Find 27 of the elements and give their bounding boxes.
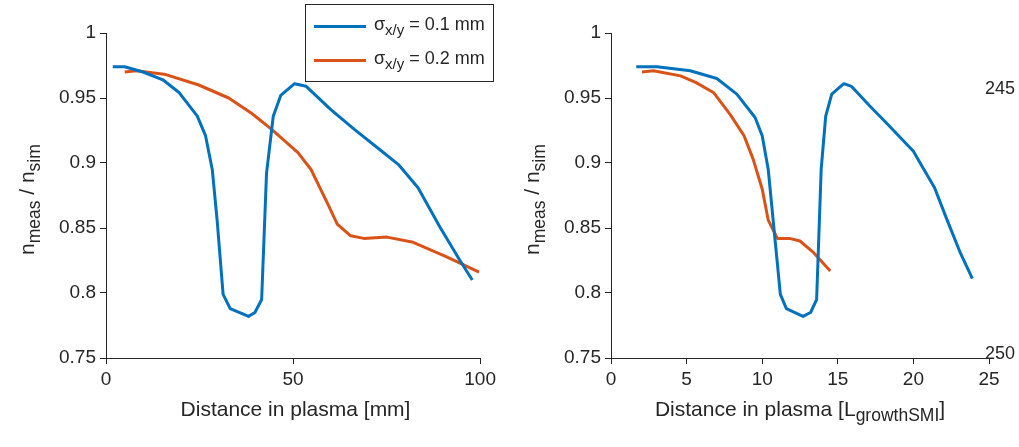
y-tick-label: 0.95 [564,86,601,108]
y-tick-label: 1 [85,21,96,43]
legend-label: σ$_{x/y}$ = 0.2 mm [374,48,485,72]
y-tick-label: 0.9 [574,151,601,173]
x-tick-label: 50 [282,367,304,389]
x-axis-title: Distance in plasma [mm] [179,397,412,421]
y-tick-label: 0.8 [574,281,601,303]
x-tick-label: 0 [100,367,112,389]
y-tick-label: 0.9 [69,151,96,173]
annotation: 250 [984,343,1015,364]
legend-label: σ$_{x/y}$ = 0.1 mm [374,14,485,38]
y-tick-label: 0.75 [59,346,96,368]
x-tick-label: 20 [902,367,924,389]
x-tick-label: 15 [827,367,849,389]
y-tick-label: 1 [590,21,601,43]
y-tick-label: 0.95 [59,86,96,108]
x-tick-label: 25 [978,367,1000,389]
y-tick-label: 0.75 [564,346,601,368]
x-tick-label: 0 [605,367,617,389]
y-tick-label: 0.85 [564,216,601,238]
y-tick-label: 0.85 [59,216,96,238]
annotation: 245 [984,78,1015,99]
x-tick-label: 10 [751,367,773,389]
y-tick-label: 0.8 [69,281,96,303]
x-axis-title: Distance in plasma [L$_{growthSMI}$] [653,397,947,427]
x-tick-label: 100 [464,367,496,389]
x-tick-label: 5 [681,367,692,389]
